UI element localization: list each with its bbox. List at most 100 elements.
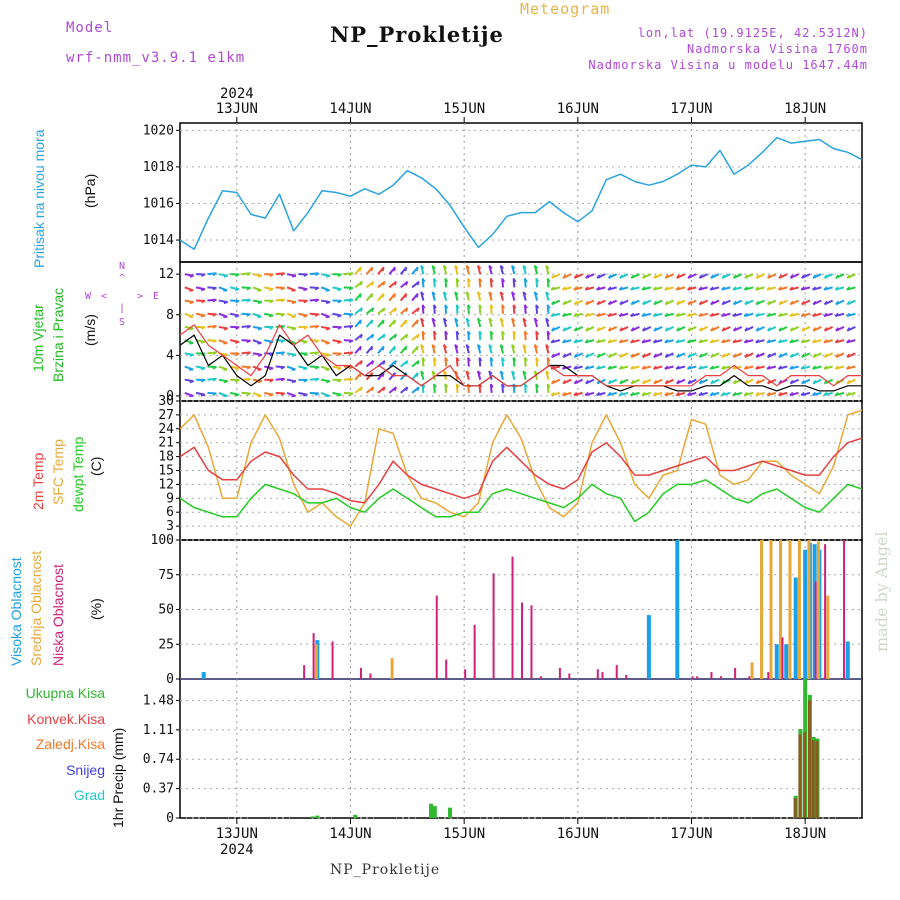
wind-arrow-head	[416, 372, 419, 377]
temp-y-tick-label: 12	[158, 477, 174, 492]
wind-arrow-head	[534, 344, 539, 349]
cloud-bar-low	[359, 667, 362, 679]
wind-arrow-head	[456, 277, 460, 283]
wind-gust-line	[179, 324, 862, 387]
wind-arrow-head	[200, 367, 206, 371]
wind-arrow-head	[551, 379, 555, 384]
wind-arrow-head	[416, 307, 420, 312]
wind-arrow-head	[500, 264, 504, 269]
wind-arrow-head	[466, 370, 470, 375]
wind-arrow-head	[732, 312, 737, 317]
wind-arrow-head	[664, 300, 669, 305]
wind-arrow-head	[291, 380, 297, 384]
wind-arrow-head	[280, 378, 286, 382]
wind-arrow-head	[777, 391, 782, 396]
wind-arrow-head	[642, 353, 646, 358]
wind-arrow-head	[744, 274, 748, 279]
compass-pipe: |	[119, 303, 125, 314]
wind-arrow-head	[687, 365, 691, 370]
wind-arrow-head	[812, 379, 817, 384]
wind-arrow-head	[212, 366, 217, 370]
cloud-bar-low	[843, 540, 846, 679]
wind-arrow-head	[405, 307, 409, 312]
wind-arrow-head	[456, 383, 460, 388]
wind-arrow-head	[823, 365, 828, 370]
wind-arrow-head	[562, 274, 567, 279]
cloud-y-tick-label: 50	[158, 603, 174, 618]
wind-arrow-head	[619, 274, 623, 279]
wind-arrow-head	[743, 365, 748, 370]
wind-arrow-head	[280, 351, 286, 356]
wind-arrow-head	[767, 300, 771, 305]
wind-arrow-head	[500, 370, 504, 375]
cloud-bar-mid	[314, 644, 318, 679]
precip-hail-label: Grad	[73, 787, 105, 803]
wind-arrow-head	[246, 325, 251, 329]
wind-arrow-head	[337, 379, 342, 383]
wind-arrow-head	[269, 394, 274, 397]
cloud-bar-high	[774, 644, 779, 679]
wind-arrow-head	[607, 353, 612, 358]
wind-arrow-head	[535, 330, 540, 335]
wind-arrow-head	[223, 354, 228, 357]
wind-arrow-head	[618, 286, 623, 291]
wind-arrow-head	[522, 344, 527, 349]
wind-arrow-head	[630, 300, 635, 305]
wind-arrow-head	[511, 264, 516, 269]
wind-arrow-head	[721, 312, 726, 317]
wind-arrow-head	[676, 300, 680, 305]
wind-arrow-head	[732, 327, 737, 332]
model-name: wrf-nmm_v3.9.1 e1km	[66, 50, 246, 66]
cloud-bar-low	[596, 669, 599, 679]
bottom-date-label: 15JUN	[443, 826, 485, 842]
wind-arrow-head	[721, 274, 726, 279]
precip-bar-total	[353, 814, 358, 818]
wind-arrow-head	[812, 353, 817, 358]
wind-arrow-head	[223, 342, 228, 345]
wind-arrow-head	[755, 365, 760, 370]
wind-arrow-head	[584, 365, 589, 370]
wind-arrow-head	[630, 339, 635, 343]
wind-arrow-head	[246, 272, 251, 277]
wind-arrow-head	[596, 274, 601, 279]
wind-arrow-head	[405, 386, 409, 392]
wind-arrow-head	[443, 317, 448, 322]
wind-arrow-head	[314, 366, 320, 370]
wind-arrow-head	[359, 386, 363, 392]
cloud-bar-low	[814, 581, 817, 679]
wind-arrow-head	[443, 344, 448, 349]
wind-arrow-head	[522, 317, 527, 322]
wind-arrow-head	[314, 392, 320, 396]
wind-arrow-head	[522, 370, 527, 375]
wind-arrow-head	[433, 357, 437, 362]
wind-arrow-head	[234, 394, 240, 397]
wind-arrow-head	[585, 327, 589, 332]
wind-arrow-head	[573, 274, 578, 279]
precip-y-tick-label: 1.48	[143, 693, 174, 708]
cloud-bar-high	[793, 577, 798, 679]
wind-arrow-head	[653, 300, 657, 305]
wind-arrow-head	[246, 392, 251, 396]
wind-arrow-head	[630, 391, 635, 396]
wind-arrow-head	[325, 275, 331, 278]
wind-arrow-head	[755, 339, 760, 343]
cloud-bar-low	[696, 676, 699, 679]
wind-arrow-head	[456, 304, 460, 309]
wind-arrow-head	[466, 291, 470, 296]
wind-arrow-head	[778, 274, 782, 279]
wind-arrow-head	[443, 370, 448, 375]
wind-arrow-head	[422, 277, 426, 283]
wind-arrow-head	[370, 293, 374, 298]
wind-arrow-head	[416, 346, 419, 351]
wind-arrow-head	[709, 365, 714, 370]
wind-arrow-head	[630, 353, 635, 358]
wind-arrow-head	[257, 395, 262, 398]
wind-arrow-head	[641, 365, 646, 370]
wind-arrow-head	[846, 339, 851, 343]
wind-arrow-head	[291, 327, 297, 331]
wind-arrow-head	[596, 286, 601, 291]
wind-arrow-head	[488, 344, 493, 349]
temp-y-tick-label: 3	[166, 519, 174, 534]
wind-arrow-head	[812, 300, 817, 305]
wind-arrow-head	[561, 339, 566, 343]
